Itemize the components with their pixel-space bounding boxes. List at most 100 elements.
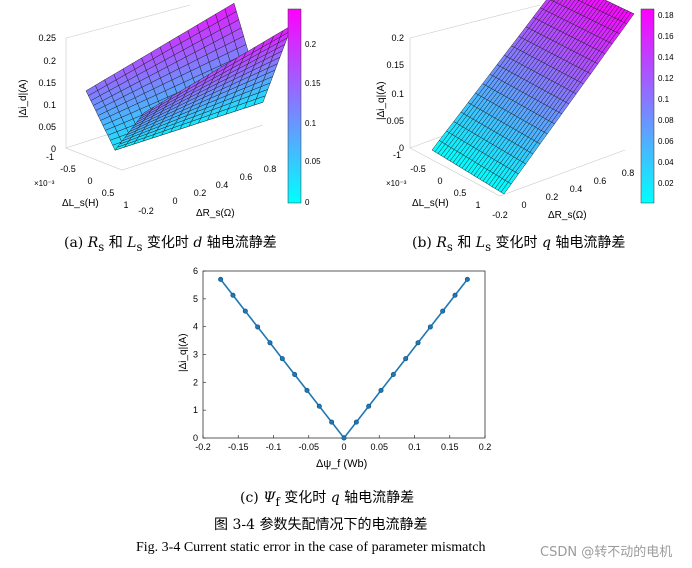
y-tick-label: 4 (193, 322, 198, 332)
z-tick: 0.15 (38, 78, 56, 88)
z-tick: 0.2 (43, 56, 56, 66)
x-tick-label: 0 (341, 442, 346, 452)
data-point (366, 403, 372, 409)
data-point (230, 292, 236, 298)
z-tick: 0.1 (391, 89, 404, 99)
data-point (415, 340, 421, 346)
surface-mesh-b (431, 0, 635, 195)
x-multiplier: ×10⁻³ (34, 179, 55, 188)
x-tick-label: -0.2 (195, 442, 211, 452)
data-point (464, 276, 470, 282)
data-point (353, 419, 359, 425)
x-tick: -1 (46, 152, 54, 162)
y-tick-label: 6 (193, 266, 198, 276)
x-axis-label: Δψ_f (Wb) (316, 458, 367, 470)
z-tick: 0.05 (386, 116, 404, 126)
surface-mesh-a (85, 2, 293, 151)
y-tick-label: 2 (193, 377, 198, 387)
caption-a: (a) Rs 和 Ls 变化时 d 轴电流静差 (64, 235, 277, 254)
axes-c: -0.2 -0.15 -0.1 -0.05 0 0.05 0.1 0.15 0.2 0 1 2 3 4 5 6 (193, 266, 491, 452)
colorbar-tick: 0.2 (305, 40, 317, 49)
y-tick: 0.8 (264, 164, 277, 174)
data-point (218, 276, 224, 282)
x-axis-label: ΔL_s(H) (412, 198, 449, 209)
colorbar-tick: 0.14 (658, 53, 674, 62)
y-tick-label: 5 (193, 294, 198, 304)
x-multiplier: ×10⁻³ (386, 179, 407, 188)
x-tick: 1 (475, 200, 480, 210)
y-tick: 0.8 (622, 168, 635, 178)
x-tick: 1 (123, 200, 128, 210)
y-tick: 0.2 (546, 192, 559, 202)
colorbar-tick: 0.1 (305, 119, 317, 128)
surface-patch (500, 181, 512, 195)
data-point (427, 324, 433, 330)
data-point (267, 340, 273, 346)
data-point (255, 324, 261, 330)
data-point (329, 419, 335, 425)
y-tick: 0 (172, 196, 177, 206)
x-tick-label: -0.05 (298, 442, 319, 452)
data-point (452, 292, 458, 298)
y-tick: 0 (521, 200, 526, 210)
y-tick: 0.6 (594, 176, 607, 186)
x-tick-label: 0.2 (479, 442, 492, 452)
y-tick: 0.4 (570, 184, 583, 194)
y-tick: -0.2 (492, 210, 508, 220)
colorbar-tick: 0.12 (658, 74, 674, 83)
colorbar-tick: 0.05 (305, 157, 321, 166)
colorbar-tick: 0.18 (658, 11, 674, 20)
colorbar-tick: 0.08 (658, 116, 674, 125)
z-tick: 0.15 (386, 60, 404, 70)
z-tick: 0 (51, 144, 56, 154)
series-line-c (218, 276, 470, 441)
colorbar-tick: 0 (305, 198, 310, 207)
x-tick: 0 (87, 176, 92, 186)
caption-b: (b) Rs 和 Ls 变化时 q 轴电流静差 (412, 235, 626, 254)
y-tick-label: 1 (193, 405, 198, 415)
x-tick-label: 0.15 (441, 442, 459, 452)
y-axis-label: ΔR_s(Ω) (548, 210, 587, 221)
x-tick: 0.5 (454, 188, 467, 198)
data-point (341, 435, 347, 441)
colorbar-tick: 0.06 (658, 137, 674, 146)
x-tick: -0.5 (60, 164, 76, 174)
colorbar-tick: 0.02 (658, 179, 674, 188)
z-tick: 0.2 (391, 33, 404, 43)
colorbar-b (640, 8, 655, 204)
x-tick-label: -0.15 (228, 442, 249, 452)
z-tick: 0 (399, 143, 404, 153)
x-tick-label: -0.1 (266, 442, 282, 452)
series-line (219, 278, 469, 440)
y-axis-label: |Δi_q|(A) (178, 333, 189, 372)
watermark: CSDN @转不动的电机 (540, 545, 673, 560)
colorbar-tick: 0.04 (658, 158, 674, 167)
x-axis-label: ΔL_s(H) (62, 198, 99, 209)
y-axis-label: ΔR_s(Ω) (196, 208, 235, 219)
colorbar-a (287, 8, 302, 204)
z-tick: 0.25 (38, 33, 56, 43)
figure-title-en: Fig. 3-4 Current static error in the cas… (136, 540, 486, 555)
data-point (390, 372, 396, 378)
y-tick-label: 0 (193, 433, 198, 443)
data-point (378, 387, 384, 393)
data-point (440, 308, 446, 314)
x-tick-label: 0.05 (370, 442, 388, 452)
data-point (292, 372, 298, 378)
data-point (403, 356, 409, 362)
y-tick-label: 3 (193, 350, 198, 360)
colorbar-tick: 0.1 (658, 95, 670, 104)
colorbar-tick: 0.15 (305, 79, 321, 88)
data-point (242, 308, 248, 314)
data-point (316, 403, 322, 409)
y-tick: -0.2 (138, 206, 154, 216)
y-tick: 0.2 (194, 188, 207, 198)
data-point (304, 387, 310, 393)
y-tick: 0.4 (216, 180, 229, 190)
surface-patch (141, 107, 154, 117)
z-tick: 0.05 (38, 122, 56, 132)
plot-area-c (202, 270, 486, 439)
z-axis-label: |Δi_d|(A) (18, 79, 29, 118)
z-axis-label: |Δi_q|(A) (376, 81, 387, 120)
